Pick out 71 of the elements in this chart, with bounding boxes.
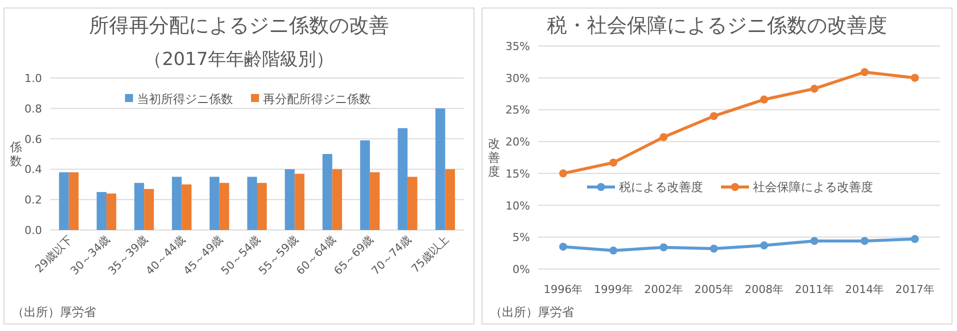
x-tick-label: 2014年: [845, 283, 884, 296]
x-tick-label: 2005年: [694, 283, 734, 296]
bar: [435, 108, 446, 230]
y-axis-title: 係数: [9, 140, 22, 168]
x-tick-label: 2008年: [744, 283, 784, 296]
point: [810, 236, 818, 245]
point: [660, 133, 668, 142]
bar: [96, 192, 106, 230]
point: [660, 243, 668, 252]
x-tick-label: 1996年: [544, 283, 583, 296]
bar: [322, 154, 332, 230]
point: [609, 158, 618, 167]
bar: [144, 188, 154, 230]
bar: [284, 169, 295, 230]
chart-title: 所得再分配によるジニ係数の改善: [89, 13, 389, 37]
point: [810, 84, 818, 93]
y-tick-label: 35%: [506, 40, 530, 53]
y-tick-label: 1.0: [24, 72, 42, 85]
y-tick-label: 30%: [506, 72, 530, 85]
y-tick-label: 0.2: [24, 194, 42, 207]
point: [559, 169, 568, 178]
bar: [247, 176, 257, 230]
y-tick-label: 0.4: [24, 163, 42, 176]
chart-title: 税・社会保障によるジニ係数の改善度: [547, 13, 887, 37]
chart-subtitle: （2017年年齢階級別）: [144, 49, 334, 70]
text: （出所）厚労省: [12, 305, 96, 319]
y-tick-label: 0.0: [24, 224, 42, 237]
legend-label: 社会保障による改善度: [753, 180, 873, 194]
bar: [398, 128, 408, 230]
point: [609, 246, 618, 255]
bar: [59, 172, 69, 230]
bar: [172, 176, 182, 230]
point: [710, 244, 718, 253]
bar: [360, 140, 370, 230]
text: （出所）厚労省: [490, 305, 574, 319]
bar: [219, 182, 230, 230]
x-tick-label: 2002年: [644, 283, 684, 296]
bar: [370, 172, 380, 230]
bar: [332, 169, 342, 230]
y-tick-label: 5%: [512, 231, 530, 244]
legend-label: 税による改善度: [619, 180, 703, 194]
point: [559, 242, 568, 251]
point: [710, 112, 718, 120]
point: [910, 235, 919, 244]
y-tick-label: 0%: [512, 263, 530, 276]
legend-label: 再分配所得ジニ係数: [263, 92, 371, 106]
bar: [210, 176, 220, 230]
y-tick-label: 0.6: [24, 132, 42, 146]
point: [860, 68, 869, 76]
x-tick-label: 2011年: [794, 283, 834, 296]
bar: [257, 182, 267, 230]
y-axis-title: 改善度: [488, 136, 500, 178]
point: [910, 74, 919, 82]
y-tick-label: 25%: [506, 104, 530, 117]
bar: [134, 182, 144, 230]
bar: [445, 169, 455, 230]
legend-label: 当初所得ジニ係数: [137, 92, 233, 106]
bar: [408, 176, 418, 230]
bar: [68, 172, 79, 230]
point: [760, 241, 768, 250]
bar: [294, 174, 304, 230]
x-tick-label: 2017年: [895, 283, 934, 296]
bar: [182, 184, 192, 230]
y-tick-label: 10%: [506, 199, 530, 212]
bar: [106, 194, 116, 230]
point: [760, 96, 768, 104]
y-tick-label: 0.8: [24, 102, 42, 116]
y-tick-label: 15%: [506, 167, 530, 180]
point: [860, 236, 869, 245]
x-tick-label: 1999年: [594, 283, 633, 296]
y-tick-label: 20%: [506, 136, 530, 149]
